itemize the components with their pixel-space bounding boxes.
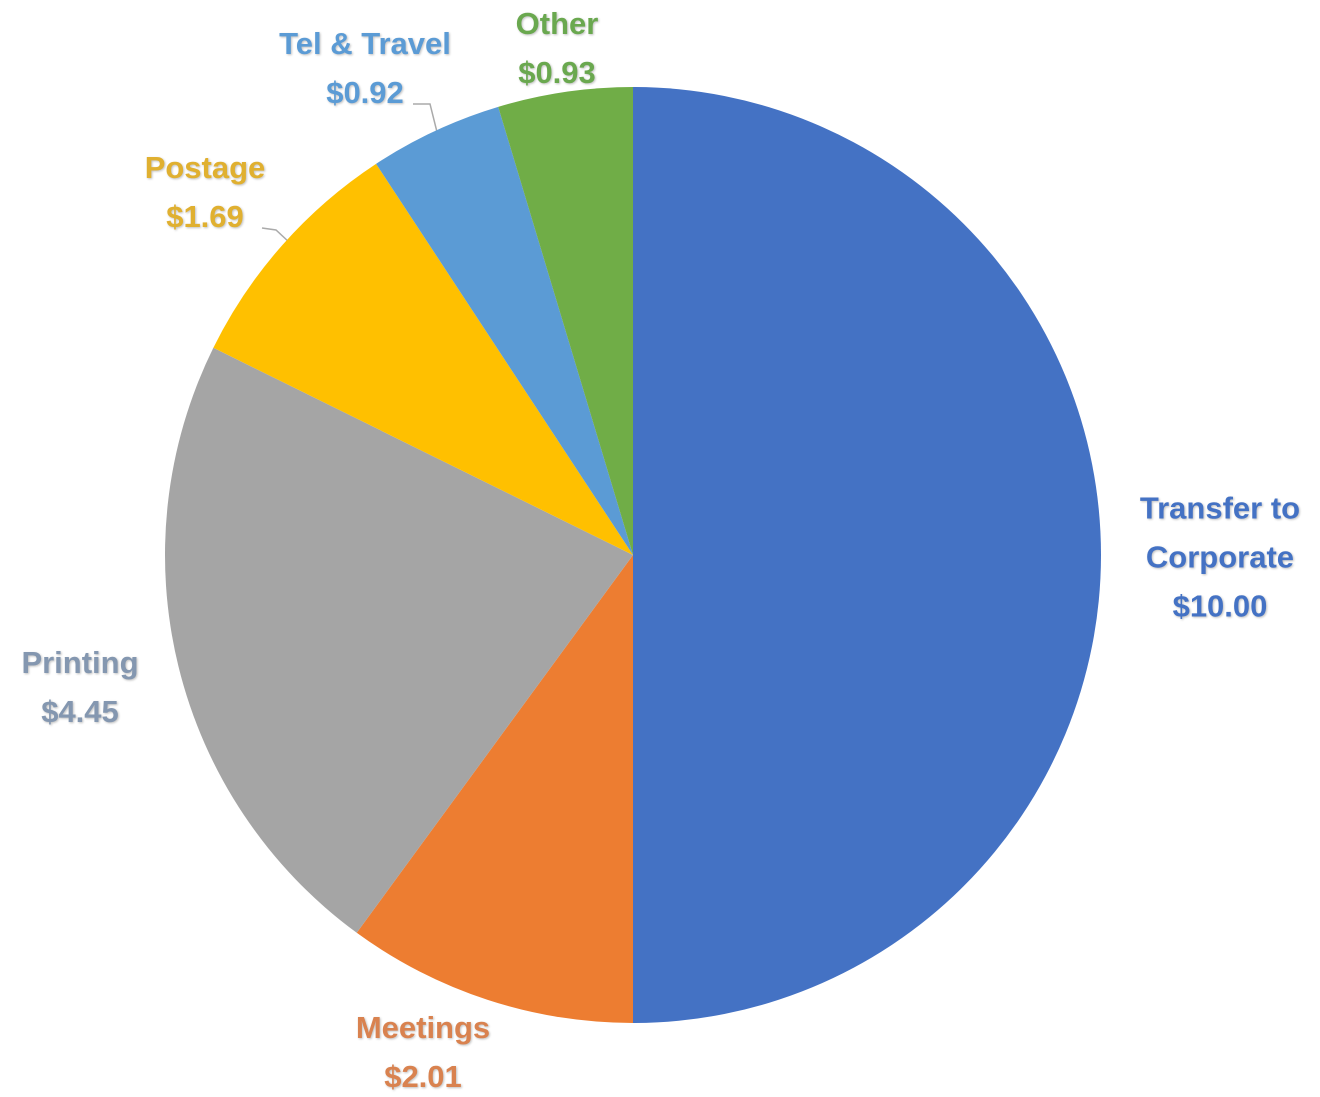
leader-line <box>413 103 438 133</box>
slice-label: Printing $4.45 <box>0 638 180 736</box>
category-label: Tel & Travel <box>279 26 451 61</box>
pie-slice <box>498 87 633 555</box>
value-label: $0.93 <box>518 55 596 90</box>
leader-line <box>261 227 291 244</box>
category-label: Printing <box>21 645 139 680</box>
slice-label: Tel & Travel $0.92 <box>255 19 475 117</box>
value-label: $10.00 <box>1172 588 1268 624</box>
category-label: Other <box>515 6 599 41</box>
value-label: $2.01 <box>384 1059 462 1094</box>
value-label: $1.69 <box>166 199 244 234</box>
pie-slice <box>164 347 633 933</box>
slice-label: Postage $1.69 <box>105 143 305 241</box>
category-label: Meetings <box>355 1010 491 1045</box>
pie-slice <box>633 87 1101 1023</box>
category-label: Postage <box>144 150 266 185</box>
slice-label: Transfer to Corporate $10.00 <box>1110 484 1320 631</box>
value-label: $0.92 <box>326 75 404 110</box>
value-label: $4.45 <box>41 694 119 729</box>
category-label: Transfer to Corporate <box>1139 490 1301 575</box>
pie-slice <box>376 106 633 555</box>
slice-label: Other $0.93 <box>487 0 627 97</box>
pie-slice <box>213 163 633 555</box>
slice-label: Meetings $2.01 <box>323 1003 523 1097</box>
pie-slice <box>356 555 633 1023</box>
